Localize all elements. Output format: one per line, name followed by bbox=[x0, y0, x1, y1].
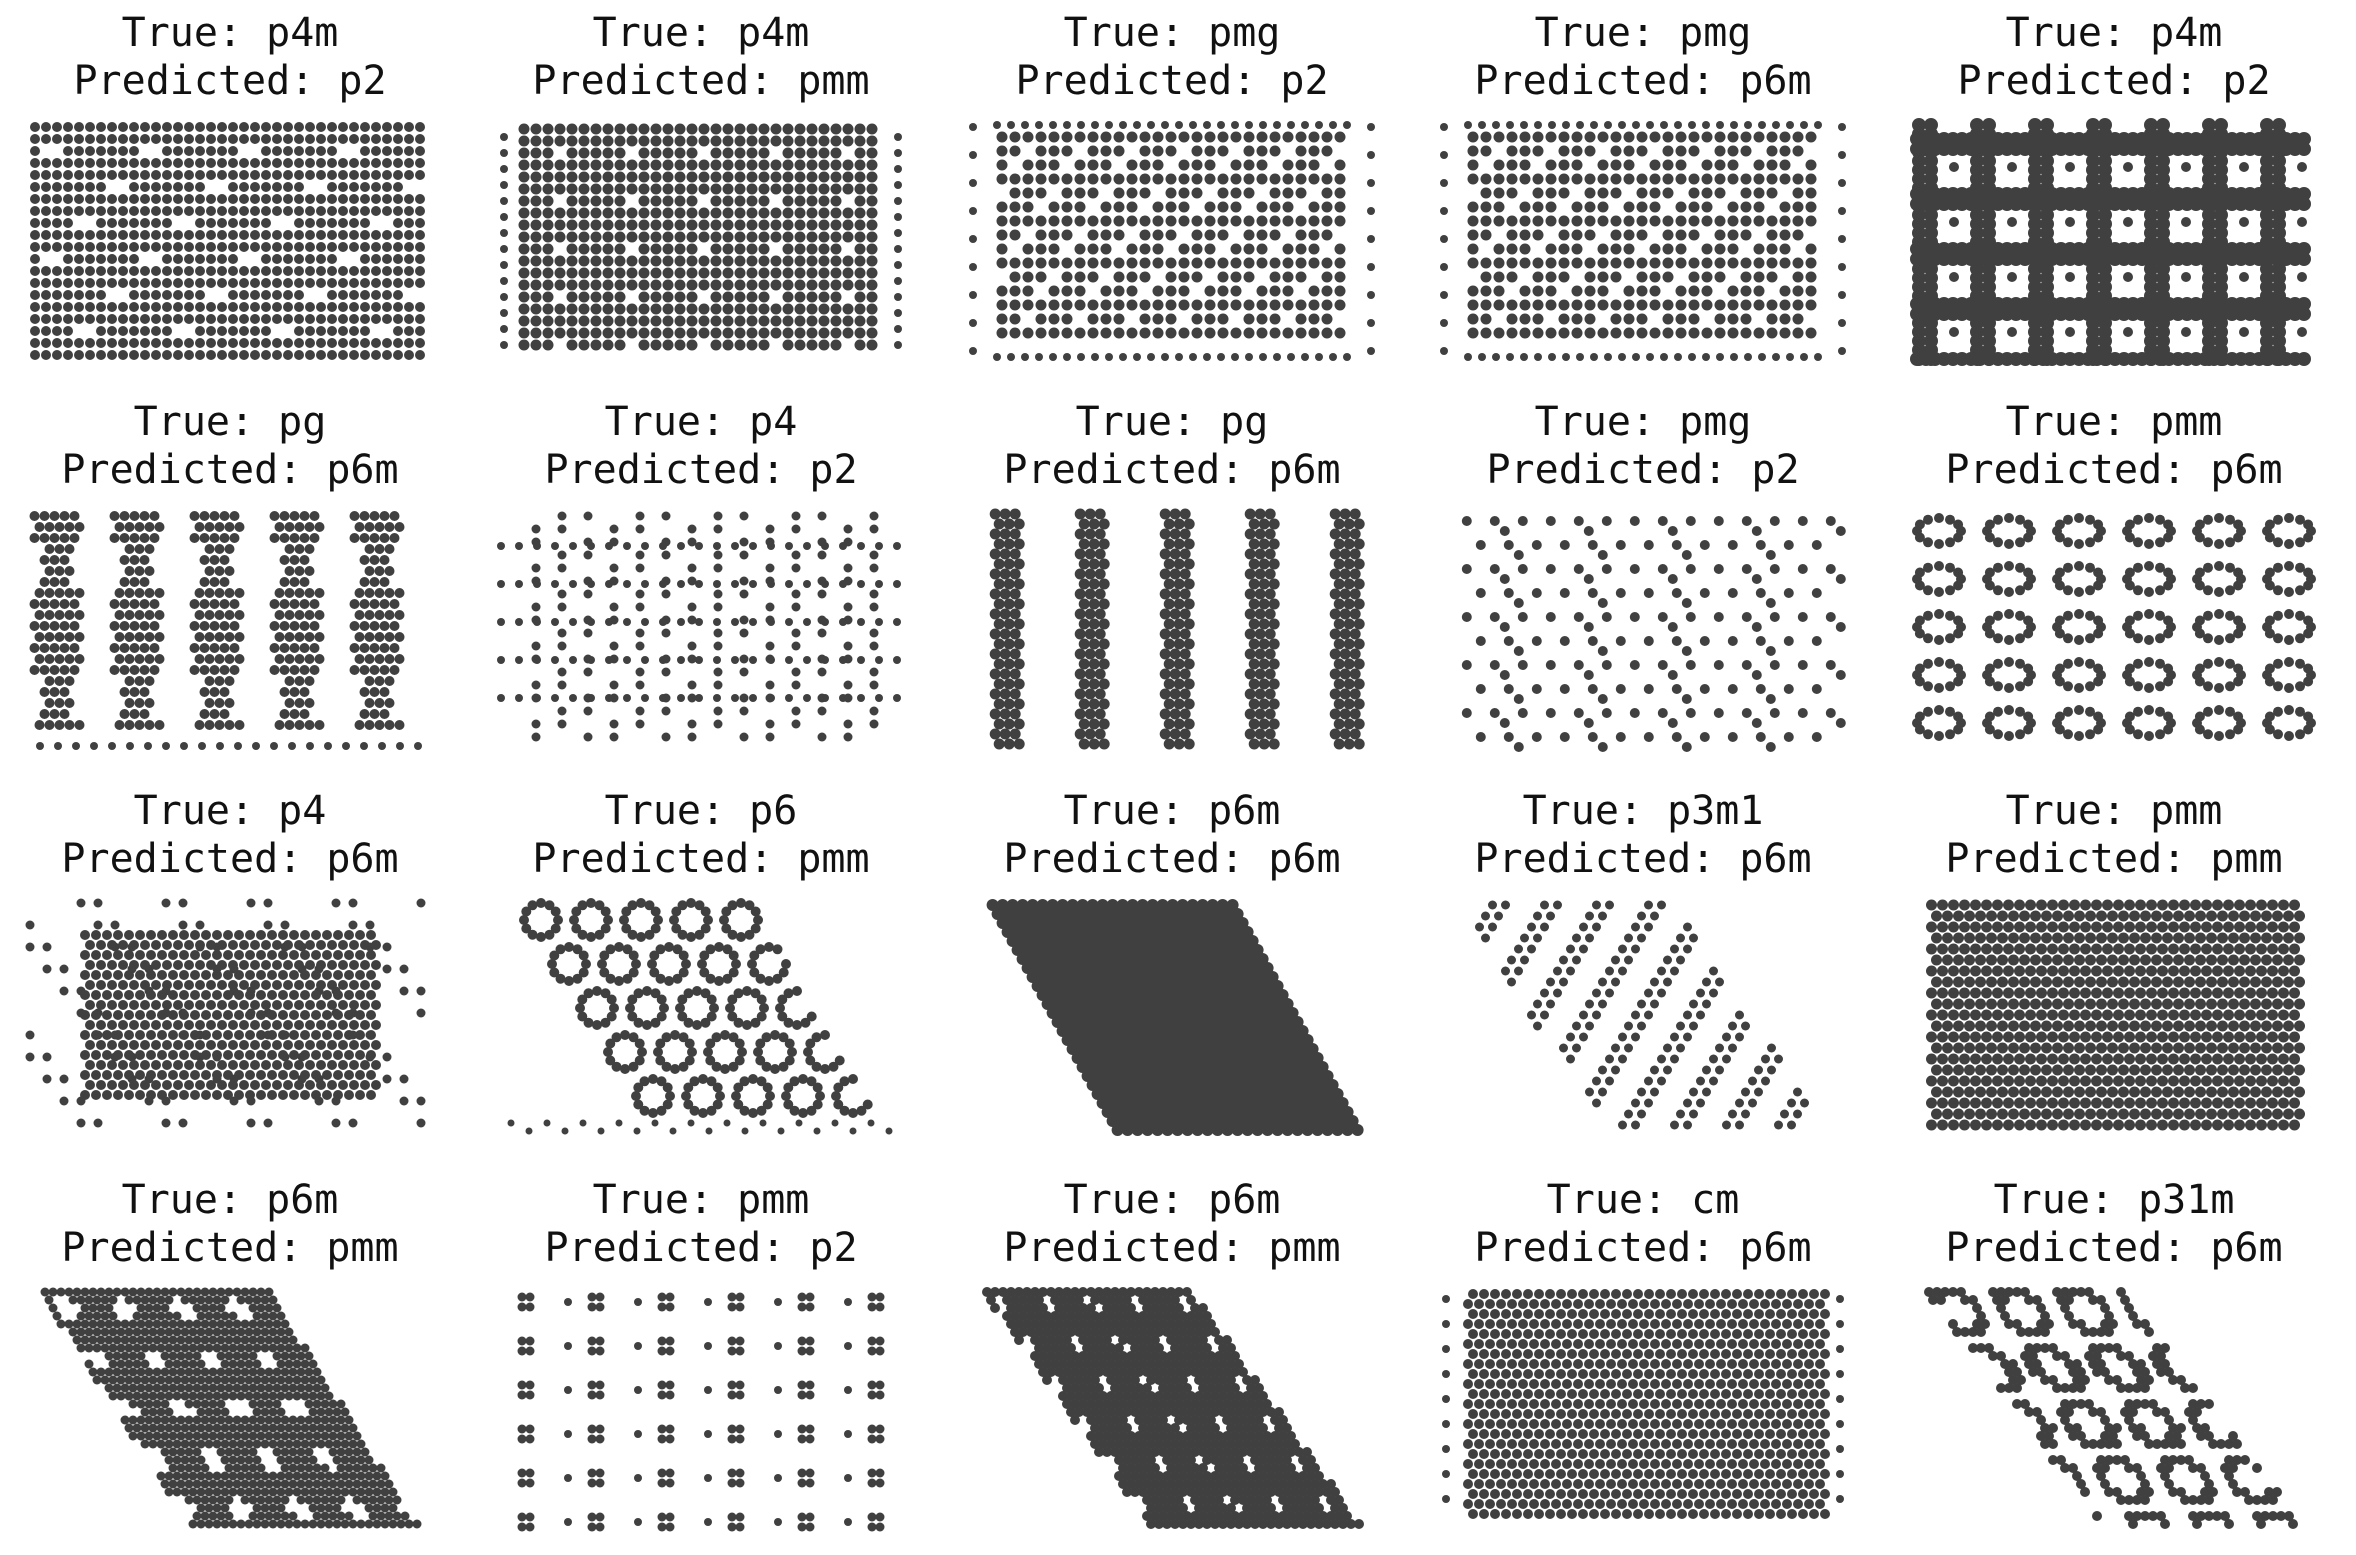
predicted-label: Predicted: p6m bbox=[1474, 836, 1812, 882]
true-label: True: p4 bbox=[133, 788, 327, 834]
pattern-image bbox=[517, 1292, 885, 1532]
predicted-label: Predicted: pmm bbox=[1945, 836, 2283, 882]
predicted-label: Predicted: pmm bbox=[1003, 1225, 1341, 1271]
true-label: True: pmg bbox=[1534, 399, 1752, 445]
pattern-image bbox=[500, 123, 902, 351]
panel: True: p4m Predicted: pmm bbox=[471, 0, 931, 385]
true-label: True: pg bbox=[1075, 399, 1269, 445]
panel: True: p4m Predicted: p2 bbox=[1884, 0, 2344, 385]
true-label: True: cm bbox=[1546, 1177, 1740, 1223]
pattern-image bbox=[1924, 1287, 2298, 1529]
panel: True: pmm Predicted: pmm bbox=[1884, 778, 2344, 1163]
true-label: True: p4m bbox=[2005, 10, 2223, 56]
panel: True: p4 Predicted: p2 bbox=[471, 389, 931, 774]
pattern-image bbox=[969, 121, 1375, 361]
pattern-image bbox=[1912, 513, 2316, 741]
panel: True: p6m Predicted: pmm bbox=[942, 1167, 1402, 1552]
predicted-label: Predicted: p2 bbox=[544, 447, 858, 493]
pattern-image bbox=[1461, 516, 1846, 752]
pattern-image bbox=[497, 511, 901, 742]
true-label: True: pmm bbox=[2005, 788, 2223, 834]
pattern-image bbox=[507, 898, 893, 1135]
predicted-label: Predicted: p6m bbox=[1474, 1225, 1812, 1271]
pattern-image bbox=[25, 898, 426, 1128]
panel: True: p3m1 Predicted: p6m bbox=[1413, 778, 1873, 1163]
true-label: True: pmg bbox=[1534, 10, 1752, 56]
panel: True: p6 Predicted: pmm bbox=[471, 778, 931, 1163]
pattern-image bbox=[989, 508, 1365, 750]
pattern-image bbox=[986, 899, 1364, 1136]
panel: True: p31m Predicted: p6m bbox=[1884, 1167, 2344, 1552]
pattern-image bbox=[1926, 899, 2305, 1131]
predicted-label: Predicted: p6m bbox=[61, 836, 399, 882]
panel: True: pmm Predicted: p6m bbox=[1884, 389, 2344, 774]
true-label: True: p4m bbox=[121, 10, 339, 56]
predicted-label: Predicted: p6m bbox=[1474, 58, 1812, 104]
pattern-image bbox=[30, 122, 425, 360]
true-label: True: p3m1 bbox=[1522, 788, 1764, 834]
true-label: True: p31m bbox=[1993, 1177, 2235, 1223]
panel: True: p4 Predicted: p6m bbox=[0, 778, 460, 1163]
true-label: True: p6m bbox=[1063, 1177, 1281, 1223]
predicted-label: Predicted: p2 bbox=[1957, 58, 2271, 104]
pattern-image bbox=[1910, 118, 2311, 366]
panel: True: p6m Predicted: p6m bbox=[942, 778, 1402, 1163]
true-label: True: p6m bbox=[121, 1177, 339, 1223]
true-label: True: pmm bbox=[2005, 399, 2223, 445]
true-label: True: pmg bbox=[1063, 10, 1281, 56]
predicted-label: Predicted: pmm bbox=[532, 58, 870, 104]
predicted-label: Predicted: p2 bbox=[1015, 58, 1329, 104]
pattern-image bbox=[1475, 900, 1809, 1130]
pattern-image bbox=[29, 511, 422, 750]
predicted-label: Predicted: p6m bbox=[1945, 1225, 2283, 1271]
pattern-image bbox=[982, 1287, 1364, 1529]
predicted-label: Predicted: p2 bbox=[1486, 447, 1800, 493]
panel: True: pmg Predicted: p2 bbox=[942, 0, 1402, 385]
panel: True: pmg Predicted: p2 bbox=[1413, 389, 1873, 774]
pattern-image bbox=[40, 1287, 422, 1529]
predicted-label: Predicted: p6m bbox=[1003, 836, 1341, 882]
panel: True: pmg Predicted: p6m bbox=[1413, 0, 1873, 385]
pattern-image bbox=[1440, 121, 1846, 361]
true-label: True: p4m bbox=[592, 10, 810, 56]
predicted-label: Predicted: p2 bbox=[73, 58, 387, 104]
panel: True: p6m Predicted: pmm bbox=[0, 1167, 460, 1552]
pattern-image bbox=[1442, 1289, 1844, 1519]
true-label: True: pg bbox=[133, 399, 327, 445]
panel: True: pg Predicted: p6m bbox=[942, 389, 1402, 774]
predicted-label: Predicted: p6m bbox=[1945, 447, 2283, 493]
true-label: True: pmm bbox=[592, 1177, 810, 1223]
true-label: True: p4 bbox=[604, 399, 798, 445]
predicted-label: Predicted: p6m bbox=[61, 447, 399, 493]
predicted-label: Predicted: pmm bbox=[61, 1225, 399, 1271]
predicted-label: Predicted: pmm bbox=[532, 836, 870, 882]
true-label: True: p6 bbox=[604, 788, 798, 834]
panel: True: p4m Predicted: p2 bbox=[0, 0, 460, 385]
panel: True: pmm Predicted: p2 bbox=[471, 1167, 931, 1552]
predicted-label: Predicted: p2 bbox=[544, 1225, 858, 1271]
panel: True: cm Predicted: p6m bbox=[1413, 1167, 1873, 1552]
panel: True: pg Predicted: p6m bbox=[0, 389, 460, 774]
true-label: True: p6m bbox=[1063, 788, 1281, 834]
predicted-label: Predicted: p6m bbox=[1003, 447, 1341, 493]
